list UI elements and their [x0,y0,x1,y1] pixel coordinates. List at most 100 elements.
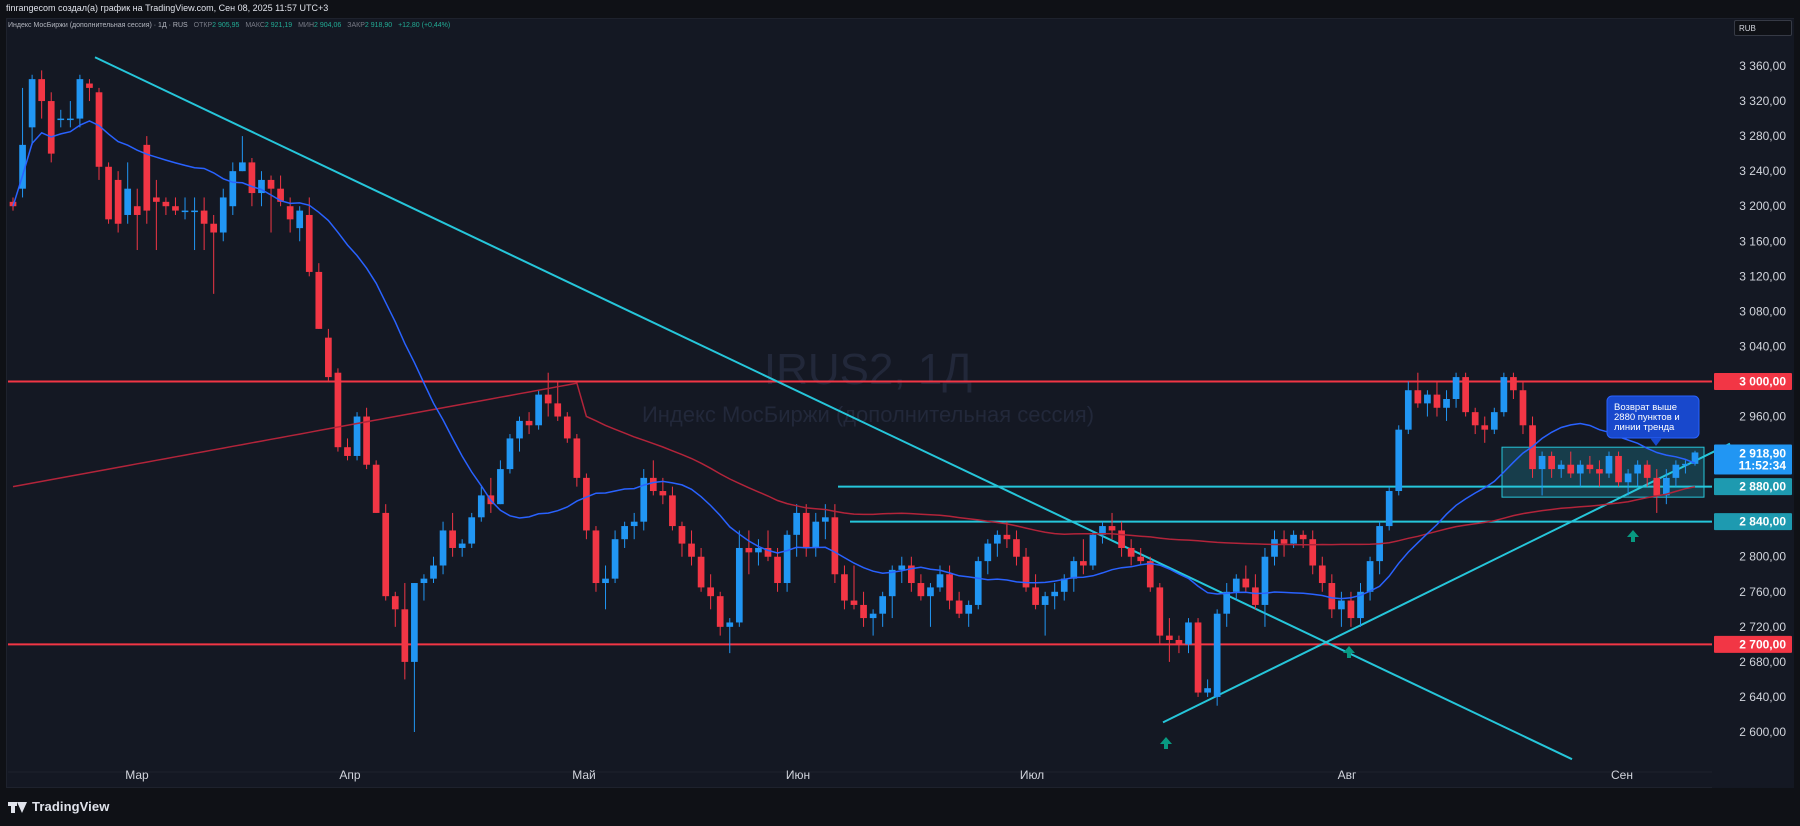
price-badge-3000[interactable] [1714,372,1792,390]
candle-body[interactable] [267,179,275,189]
candle-body[interactable] [1596,469,1603,474]
candle-body[interactable] [783,534,791,584]
candle-body[interactable] [1223,591,1231,614]
candle-body[interactable] [353,416,361,456]
candle-body[interactable] [659,491,667,496]
uptrend-line[interactable] [1162,442,1731,724]
price-badge-2840[interactable] [1714,513,1792,531]
candle-body[interactable] [1013,539,1020,557]
candle-body[interactable] [1519,390,1527,426]
candle-body[interactable] [315,271,323,329]
candle-body[interactable] [774,556,781,584]
candle-body[interactable] [449,530,456,548]
candle-body[interactable] [821,517,829,522]
candle-body[interactable] [1576,464,1584,474]
currency-selector[interactable]: RUB [1734,20,1792,36]
candle-body[interactable] [1232,578,1240,592]
candle-body[interactable] [1548,455,1555,470]
candle-body[interactable] [1490,412,1498,430]
candle-body[interactable] [1357,591,1364,619]
candle-body[interactable] [1309,539,1317,566]
candle-body[interactable] [181,210,189,213]
candle-body[interactable] [1060,578,1068,592]
candle-body[interactable] [76,79,84,119]
candle-body[interactable] [1041,596,1049,605]
candle-body[interactable] [888,569,896,597]
candle-body[interactable] [946,574,953,601]
chart-pane[interactable] [6,18,1794,788]
candle-body[interactable] [927,587,934,597]
candle-body[interactable] [200,210,208,224]
candle-body[interactable] [879,596,887,614]
candle-body[interactable] [1624,473,1632,483]
candle-body[interactable] [1615,455,1622,483]
price-axis-panel[interactable] [1712,19,1794,788]
candle-body[interactable] [325,337,332,378]
candle-body[interactable] [19,144,26,189]
candle-body[interactable] [793,512,801,535]
candle-body[interactable] [1080,561,1087,566]
candle-body[interactable] [611,539,619,579]
candle-body[interactable] [411,583,418,662]
candle-body[interactable] [1481,425,1489,430]
candle-body[interactable] [105,166,112,220]
candle-body[interactable] [1118,530,1125,548]
candle-body[interactable] [1404,390,1412,430]
candle-body[interactable] [602,578,609,584]
candle-body[interactable] [869,613,877,619]
moving-average-fast[interactable] [12,120,1696,600]
candle-body[interactable] [898,565,906,570]
price-badge-2880[interactable] [1714,478,1792,496]
candle-body[interactable] [1003,534,1011,540]
candle-body[interactable] [506,438,514,470]
candle-body[interactable] [153,197,160,202]
candle-body[interactable] [1605,455,1613,474]
candle-body[interactable] [544,394,552,404]
candle-body[interactable] [917,583,925,597]
candle-body[interactable] [1299,534,1307,540]
candle-body[interactable] [516,420,523,439]
candle-body[interactable] [554,403,562,417]
candle-body[interactable] [334,372,342,448]
candle-body[interactable] [95,92,103,167]
candle-body[interactable] [420,578,428,584]
candle-body[interactable] [1510,377,1517,391]
candle-body[interactable] [1271,539,1278,557]
candle-body[interactable] [1557,464,1565,470]
price-badge-2700[interactable] [1714,635,1792,653]
candle-body[interactable] [649,477,657,492]
candle-body[interactable] [66,118,74,121]
candle-body[interactable] [382,512,390,597]
candle-body[interactable] [401,609,409,662]
candle-body[interactable] [984,543,992,562]
candle-body[interactable] [1099,526,1106,535]
candle-body[interactable] [994,534,1001,544]
candle-body[interactable] [372,464,380,513]
candle-body[interactable] [258,179,265,194]
candle-body[interactable] [1586,464,1594,470]
moving-average-slow[interactable] [12,382,1696,546]
candle-body[interactable] [1290,534,1297,544]
candle-body[interactable] [468,517,476,544]
candle-body[interactable] [1347,600,1355,619]
candle-body[interactable] [525,420,533,426]
last-price-badge[interactable] [1714,444,1792,475]
candle-body[interactable] [248,162,256,194]
candle-body[interactable] [1414,390,1422,404]
candle-body[interactable] [841,574,848,601]
candle-body[interactable] [1213,613,1221,697]
candle-body[interactable] [1194,622,1202,693]
candle-body[interactable] [1395,429,1403,492]
candle-body[interactable] [850,600,858,605]
candle-body[interactable] [802,512,810,548]
candle-body[interactable] [573,438,581,478]
candle-body[interactable] [764,547,772,557]
candle-body[interactable] [688,543,695,557]
candle-body[interactable] [1108,526,1116,531]
candle-body[interactable] [38,79,46,102]
candle-body[interactable] [640,477,648,522]
candle-body[interactable] [697,556,705,588]
candle-body[interactable] [1089,534,1097,566]
candle-body[interactable] [191,210,198,213]
